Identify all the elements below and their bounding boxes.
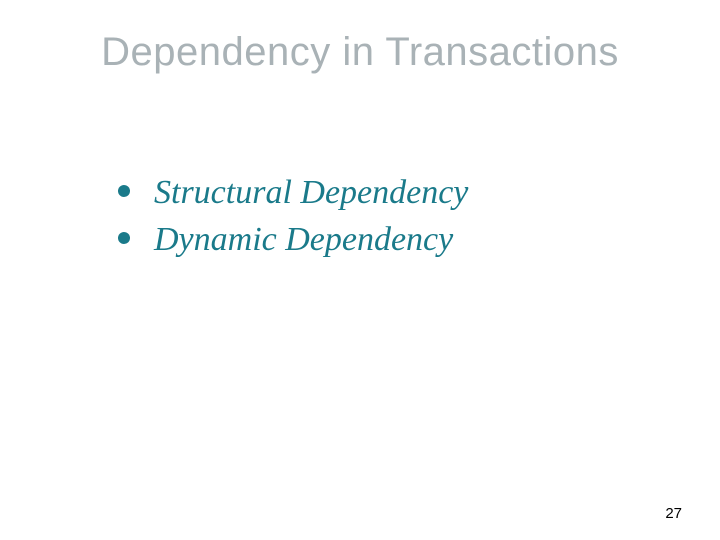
page-number: 27	[665, 505, 682, 522]
bullet-list: Structural Dependency Dynamic Dependency	[110, 170, 468, 264]
list-item: Structural Dependency	[110, 170, 468, 217]
slide: Dependency in Transactions Structural De…	[0, 0, 720, 540]
list-item: Dynamic Dependency	[110, 217, 468, 264]
slide-title: Dependency in Transactions	[0, 30, 720, 75]
bullet-text: Structural Dependency	[154, 174, 468, 211]
bullet-text: Dynamic Dependency	[154, 221, 453, 258]
